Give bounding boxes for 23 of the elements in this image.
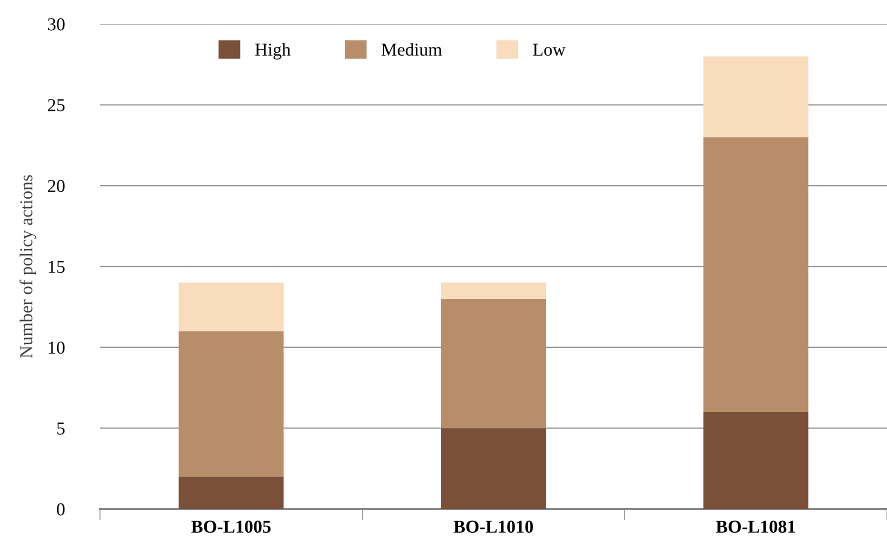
bar [703, 56, 808, 138]
bar [703, 412, 808, 509]
bar [441, 428, 546, 509]
x-tick-label: BO-L1005 [191, 520, 271, 533]
y-tick-label: 25 [48, 99, 65, 112]
y-tick-label: 30 [48, 18, 65, 30]
bar [441, 298, 546, 428]
y-tick-label: 15 [48, 260, 65, 273]
y-tick-label: 20 [48, 180, 65, 192]
legend-label: High [255, 43, 291, 60]
x-tick-label: BO-L1010 [454, 520, 533, 533]
bar [178, 331, 284, 477]
bar [178, 282, 284, 332]
bar [441, 282, 546, 299]
bar [178, 476, 284, 509]
y-tick-label: 10 [48, 342, 65, 354]
legend-label: Low [533, 44, 566, 56]
bar [703, 137, 808, 412]
legend-label: Medium [382, 43, 442, 56]
x-tick-label: BO-L1081 [716, 520, 796, 533]
y-axis-title: Number of policy actions [20, 175, 36, 358]
y-tick-label: 5 [57, 422, 65, 435]
y-tick-label: 0 [56, 503, 65, 516]
